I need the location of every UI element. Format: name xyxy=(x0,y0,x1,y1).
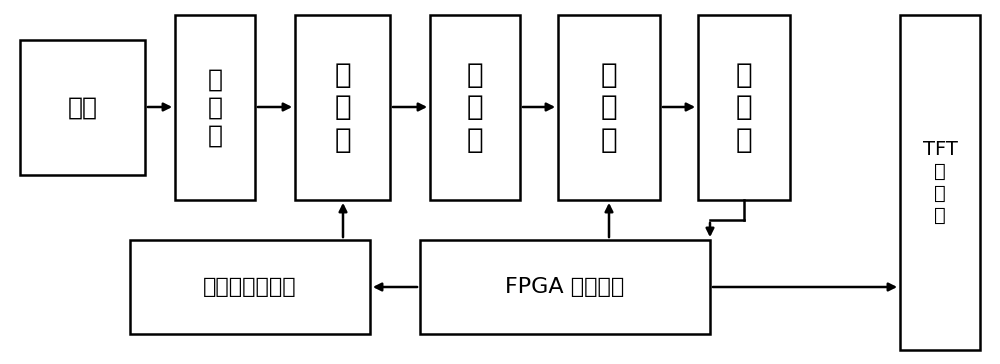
Text: 预
选
器: 预 选 器 xyxy=(208,68,222,147)
Text: 放
大
器: 放 大 器 xyxy=(467,61,483,154)
Bar xyxy=(20,40,145,175)
Text: 混
频
器: 混 频 器 xyxy=(334,61,351,154)
Bar xyxy=(420,240,710,334)
Text: TFT
显
示
屏: TFT 显 示 屏 xyxy=(923,140,957,225)
Bar xyxy=(900,15,980,350)
Bar xyxy=(698,15,790,200)
Text: 滤
波
器: 滤 波 器 xyxy=(601,61,617,154)
Bar xyxy=(295,15,390,200)
Bar xyxy=(430,15,520,200)
Bar xyxy=(130,240,370,334)
Bar xyxy=(175,15,255,200)
Text: 输入: 输入 xyxy=(68,95,98,119)
Text: FPGA 控制电路: FPGA 控制电路 xyxy=(505,277,625,297)
Text: 本振信号发生器: 本振信号发生器 xyxy=(203,277,297,297)
Bar xyxy=(558,15,660,200)
Text: 检
波
器: 检 波 器 xyxy=(736,61,752,154)
